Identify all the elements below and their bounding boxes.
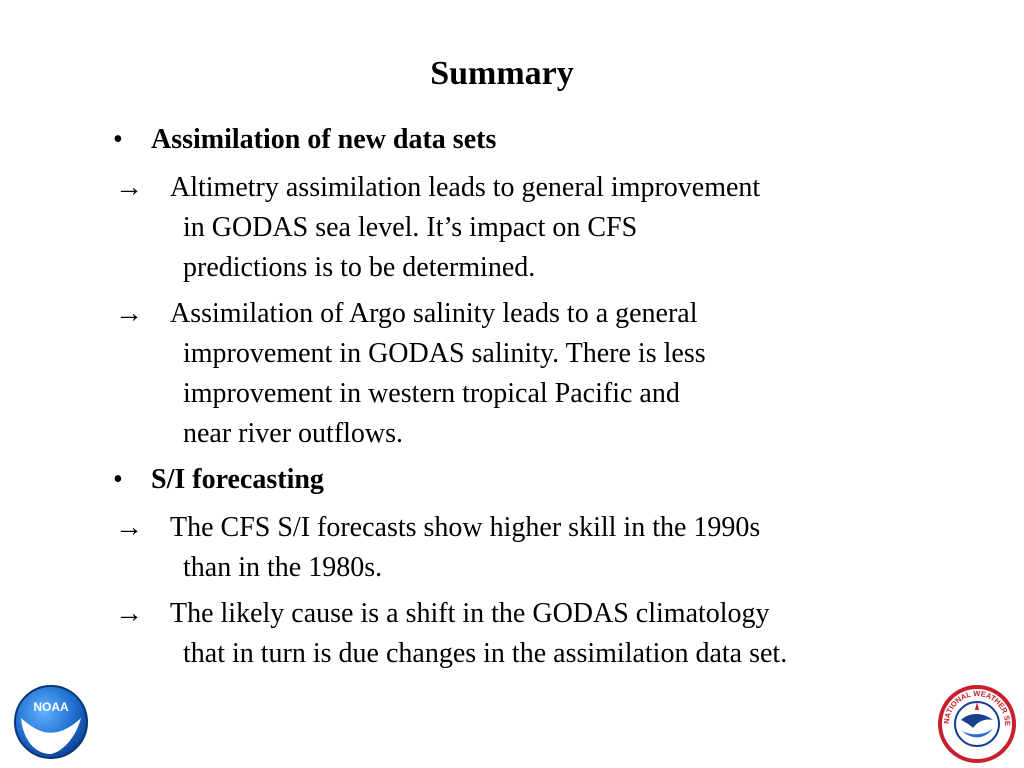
section-heading: • S/I forecasting: [113, 460, 973, 500]
section-heading: • Assimilation of new data sets: [113, 120, 973, 160]
slide-title: Summary: [430, 55, 574, 92]
text-line: near river outflows.: [183, 418, 404, 449]
noaa-logo-text: NOAA: [33, 700, 69, 714]
list-item-text: The likely cause is a shift in the GODAS…: [170, 594, 973, 674]
list-item-text: Assimilation of Argo salinity leads to a…: [170, 294, 973, 454]
text-line: predictions is to be determined.: [183, 252, 536, 283]
slide-content: • Assimilation of new data sets → Altime…: [113, 120, 973, 680]
text-line: in GODAS sea level. It’s impact on CFS: [183, 212, 638, 243]
list-item-text: The CFS S/I forecasts show higher skill …: [170, 508, 973, 588]
text-line: Altimetry assimilation leads to general …: [170, 172, 761, 203]
text-line: The CFS S/I forecasts show higher skill …: [170, 512, 761, 543]
nws-logo-icon: NATIONAL WEATHER SERVICE: [937, 684, 1016, 763]
list-item: → The CFS S/I forecasts show higher skil…: [113, 508, 973, 588]
text-line: The likely cause is a shift in the GODAS…: [170, 598, 770, 629]
list-item: → Altimetry assimilation leads to genera…: [113, 168, 973, 288]
section-heading-text: Assimilation of new data sets: [151, 124, 497, 155]
bullet-icon: •: [113, 464, 123, 495]
text-line: than in the 1980s.: [183, 552, 383, 583]
arrow-right-icon: →: [115, 172, 143, 203]
section-heading-text: S/I forecasting: [151, 464, 324, 495]
bullet-icon: •: [113, 124, 123, 155]
list-item-text: Altimetry assimilation leads to general …: [170, 168, 973, 288]
arrow-right-icon: →: [115, 512, 143, 543]
text-line: that in turn is due changes in the assim…: [183, 638, 788, 669]
text-line: improvement in GODAS salinity. There is …: [183, 338, 706, 369]
list-item: → The likely cause is a shift in the GOD…: [113, 594, 973, 674]
text-line: improvement in western tropical Pacific …: [183, 378, 680, 409]
noaa-logo-icon: NOAA: [14, 685, 88, 759]
list-item: → Assimilation of Argo salinity leads to…: [113, 294, 973, 454]
text-line: Assimilation of Argo salinity leads to a…: [170, 298, 698, 329]
arrow-right-icon: →: [115, 298, 143, 329]
arrow-right-icon: →: [115, 598, 143, 629]
